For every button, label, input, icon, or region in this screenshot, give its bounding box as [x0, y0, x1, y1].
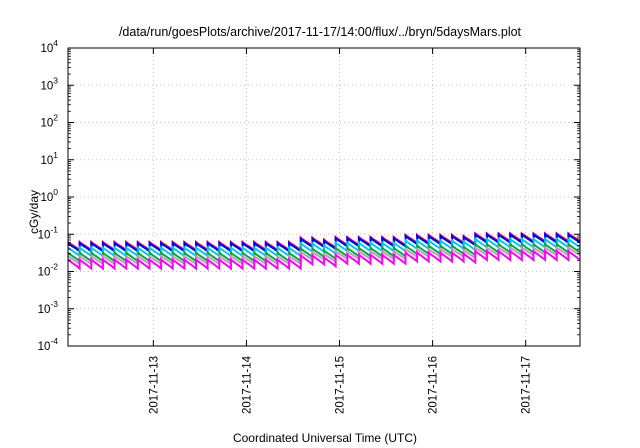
chart-title: /data/run/goesPlots/archive/2017-11-17/1… [119, 25, 522, 39]
grid [68, 48, 580, 346]
y-tick-label: 10-2 [38, 262, 59, 279]
y-axis-label: cGy/day [27, 190, 41, 234]
x-tick-label: 2017-11-17 [521, 356, 533, 414]
x-axis-label: Coordinated Universal Time (UTC) [233, 431, 417, 445]
y-tick-label: 103 [40, 75, 58, 92]
x-tick-label: 2017-11-13 [148, 356, 160, 414]
axes: 10-4 10-3 10-2 10-1 100 101 102 103 104 2017-11-1… [38, 38, 580, 414]
x-tick-label: 2017-11-16 [428, 356, 440, 414]
y-tick-label: 101 [40, 150, 58, 167]
series-line [67, 248, 581, 271]
y-tick-label: 102 [40, 113, 58, 130]
y-tick-label: 10-3 [38, 299, 59, 316]
x-tick-label: 2017-11-15 [335, 356, 347, 414]
y-tick-label: 10-4 [38, 336, 59, 353]
y-tick-label: 10-1 [38, 224, 59, 241]
y-tick-label: 100 [40, 187, 58, 204]
x-tick-label: 2017-11-14 [241, 355, 253, 414]
series-layer [67, 231, 581, 271]
y-tick-label: 104 [40, 38, 58, 55]
series-line [67, 232, 581, 254]
series-line [67, 236, 581, 258]
